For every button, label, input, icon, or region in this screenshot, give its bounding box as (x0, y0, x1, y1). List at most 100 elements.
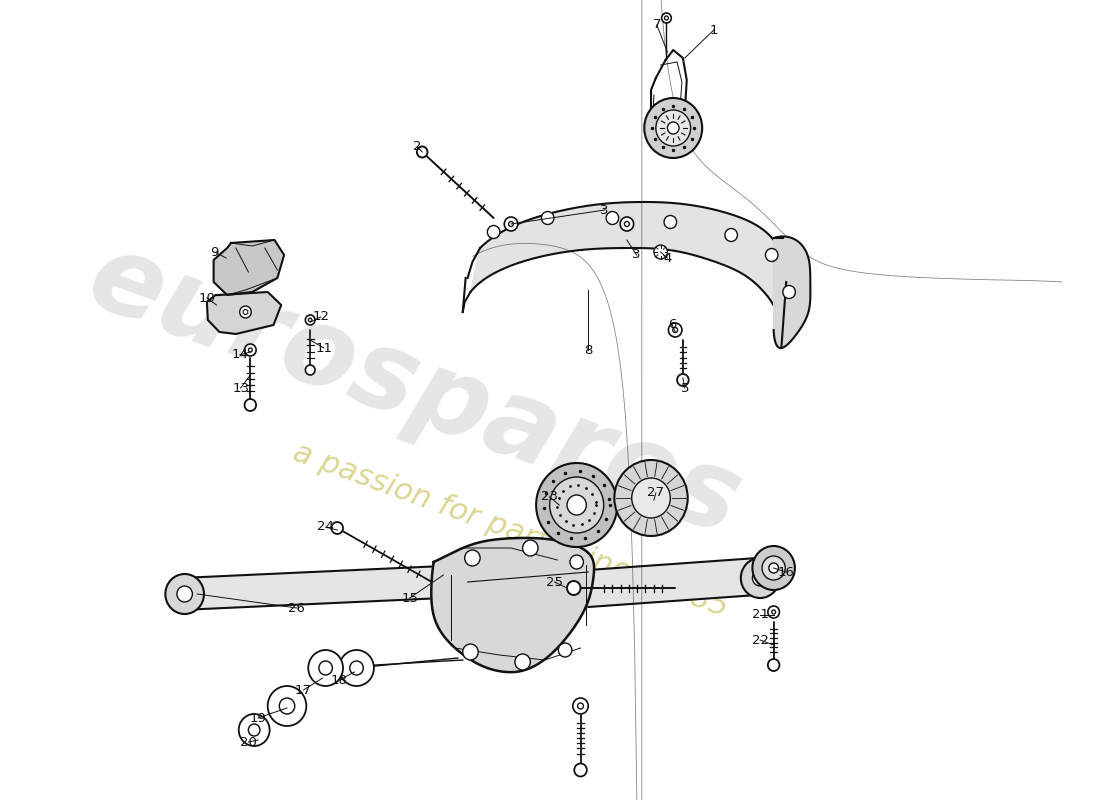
Circle shape (267, 686, 306, 726)
Circle shape (653, 245, 668, 259)
Circle shape (249, 348, 252, 352)
Circle shape (606, 211, 618, 225)
Circle shape (768, 606, 780, 618)
Circle shape (417, 146, 428, 158)
Circle shape (664, 215, 676, 229)
Polygon shape (207, 292, 282, 334)
Text: 4: 4 (663, 251, 672, 265)
Text: 5: 5 (681, 382, 689, 394)
Text: a passion for parts since 1985: a passion for parts since 1985 (289, 438, 733, 622)
Circle shape (319, 661, 332, 675)
Text: 12: 12 (312, 310, 329, 323)
Circle shape (570, 555, 583, 569)
Text: 21: 21 (751, 609, 769, 622)
Circle shape (566, 581, 581, 595)
Text: 10: 10 (198, 291, 216, 305)
Circle shape (463, 644, 478, 660)
Text: 6: 6 (668, 318, 676, 331)
Circle shape (239, 714, 270, 746)
Circle shape (631, 478, 670, 518)
Circle shape (350, 661, 363, 675)
Text: 7: 7 (652, 18, 661, 31)
Text: 15: 15 (402, 591, 418, 605)
Text: 22: 22 (751, 634, 769, 646)
Circle shape (573, 698, 588, 714)
Polygon shape (180, 566, 443, 610)
Text: 1: 1 (710, 23, 718, 37)
Text: 3: 3 (601, 203, 609, 217)
Circle shape (308, 318, 312, 322)
Circle shape (614, 460, 688, 536)
Text: eurospares: eurospares (75, 223, 755, 557)
Text: 16: 16 (778, 566, 794, 578)
Circle shape (574, 763, 586, 777)
Polygon shape (588, 558, 757, 607)
Text: 25: 25 (546, 575, 563, 589)
Circle shape (306, 315, 315, 325)
Polygon shape (773, 237, 811, 348)
Circle shape (515, 654, 530, 670)
Circle shape (508, 222, 514, 226)
Text: 13: 13 (232, 382, 250, 394)
Circle shape (244, 399, 256, 411)
Circle shape (768, 659, 780, 671)
Text: 19: 19 (250, 711, 266, 725)
Circle shape (331, 522, 343, 534)
Text: 23: 23 (541, 490, 558, 503)
Circle shape (656, 110, 691, 146)
Circle shape (620, 217, 634, 231)
Circle shape (669, 323, 682, 337)
Polygon shape (431, 538, 594, 672)
Circle shape (673, 327, 678, 333)
Text: 9: 9 (210, 246, 219, 258)
Circle shape (769, 563, 779, 573)
Text: 8: 8 (584, 343, 593, 357)
Circle shape (783, 286, 795, 298)
Circle shape (740, 558, 780, 598)
Text: 20: 20 (240, 735, 256, 749)
Circle shape (578, 703, 583, 709)
Polygon shape (213, 240, 284, 295)
Circle shape (243, 310, 248, 314)
Polygon shape (471, 202, 786, 348)
Text: 17: 17 (295, 683, 312, 697)
Circle shape (550, 477, 604, 533)
Circle shape (249, 724, 260, 736)
Circle shape (625, 222, 629, 226)
Circle shape (762, 556, 785, 580)
Circle shape (536, 463, 617, 547)
Circle shape (464, 550, 480, 566)
Text: 26: 26 (288, 602, 305, 614)
Text: 14: 14 (231, 349, 249, 362)
Circle shape (668, 122, 679, 134)
Circle shape (678, 374, 689, 386)
Text: 2: 2 (414, 141, 421, 154)
Circle shape (177, 586, 192, 602)
Circle shape (725, 229, 737, 242)
Circle shape (664, 16, 669, 20)
Circle shape (661, 13, 671, 23)
Circle shape (279, 698, 295, 714)
Circle shape (566, 495, 586, 515)
Circle shape (752, 546, 795, 590)
Text: 11: 11 (316, 342, 332, 354)
Circle shape (308, 650, 343, 686)
Circle shape (504, 217, 518, 231)
Text: 24: 24 (317, 521, 334, 534)
Text: 18: 18 (331, 674, 348, 686)
Text: 3: 3 (632, 249, 641, 262)
Circle shape (487, 226, 499, 238)
Circle shape (522, 540, 538, 556)
Circle shape (240, 306, 251, 318)
Circle shape (541, 211, 554, 225)
Circle shape (766, 249, 778, 262)
Circle shape (752, 570, 768, 586)
Circle shape (244, 344, 256, 356)
Circle shape (339, 650, 374, 686)
Circle shape (165, 574, 204, 614)
Circle shape (772, 610, 775, 614)
Circle shape (306, 365, 315, 375)
Circle shape (645, 98, 702, 158)
Circle shape (559, 643, 572, 657)
Text: 27: 27 (647, 486, 664, 499)
